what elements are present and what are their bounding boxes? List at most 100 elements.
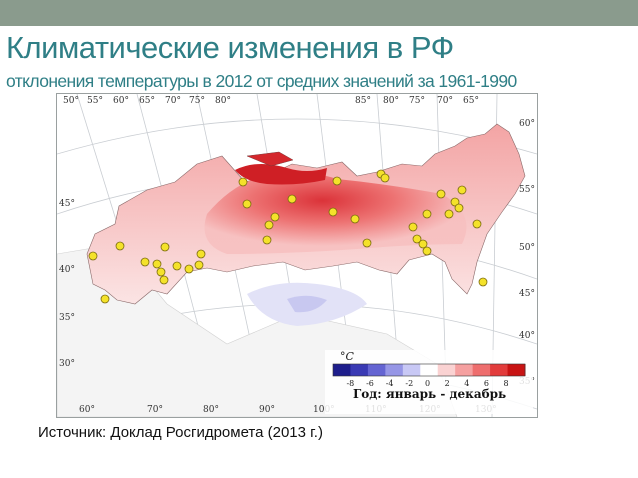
station-marker (100, 294, 110, 304)
station-marker (172, 261, 182, 271)
station-marker (160, 242, 170, 252)
top-longitude-labels: 50° 55° 60° 65° 70° 75° 80° 85° 80° 75° 70° 65° (63, 96, 479, 106)
legend-tick-label: 0 (425, 379, 430, 388)
station-marker (88, 251, 98, 261)
station-marker (140, 257, 150, 267)
right-latitude-label: 50° (519, 243, 535, 253)
station-marker (115, 241, 125, 251)
legend-swatch (490, 364, 509, 376)
station-marker (418, 239, 428, 249)
legend-caption: Год: январь - декабрь (353, 387, 506, 401)
legend-outline (332, 363, 526, 377)
station-marker (332, 176, 342, 186)
station-marker (412, 234, 422, 244)
legend-swatch (507, 364, 526, 376)
top-longitude-label: 70° (437, 96, 453, 106)
top-longitude-label: 60° (113, 96, 129, 106)
legend-swatch (385, 364, 404, 376)
top-longitude-label: 65° (139, 96, 155, 106)
legend-tick-label: -8 (346, 379, 354, 388)
legend-swatch (350, 364, 369, 376)
station-marker (454, 203, 464, 213)
station-marker (380, 173, 390, 183)
station-marker (450, 197, 460, 207)
top-accent-bar (0, 0, 638, 26)
legend-tick-label: 8 (504, 379, 509, 388)
bottom-longitude-label: 90° (259, 405, 275, 415)
left-latitude-label: 40° (59, 265, 75, 275)
bottom-longitude-label: 80° (203, 405, 219, 415)
legend-unit: °C (340, 350, 355, 363)
weather-stations (88, 169, 488, 304)
legend-swatch (455, 364, 474, 376)
left-latitude-labels: 45° 40° 35° 30° (59, 199, 75, 369)
station-marker (262, 235, 272, 245)
cold-anomaly-core (287, 295, 327, 313)
top-longitude-label: 85° (355, 96, 371, 106)
bottom-longitude-label: 60° (79, 405, 95, 415)
station-marker (422, 209, 432, 219)
top-longitude-label: 75° (189, 96, 205, 106)
legend-tick-labels: -8 -6 -4 -2 0 2 4 6 8 (346, 379, 508, 388)
legend-swatch (420, 364, 439, 376)
legend-swatch (333, 364, 351, 376)
legend-tick-label: -2 (405, 379, 413, 388)
slide-subtitle: отклонения температуры в 2012 от средних… (6, 71, 517, 91)
legend-tick-label: 4 (464, 379, 469, 388)
top-longitude-label: 65° (463, 96, 479, 106)
right-latitude-label: 45° (519, 289, 535, 299)
top-longitude-label: 75° (409, 96, 425, 106)
source-note: Источник: Доклад Росгидромета (2013 г.) (38, 424, 323, 441)
station-marker (242, 199, 252, 209)
station-marker (270, 212, 280, 222)
bottom-longitude-label: 70° (147, 405, 163, 415)
legend-tick-label: 6 (484, 379, 489, 388)
right-latitude-label: 40° (519, 331, 535, 341)
station-marker (362, 238, 372, 248)
station-marker (408, 222, 418, 232)
legend-swatch (437, 364, 456, 376)
station-marker (194, 260, 204, 270)
station-marker (152, 259, 162, 269)
novaya-zemlya (246, 151, 294, 167)
top-longitude-label: 80° (383, 96, 399, 106)
legend-color-scale (332, 363, 526, 377)
right-latitude-label: 55° (519, 185, 535, 195)
arctic-coast-hot (235, 163, 327, 185)
legend-tick-label: -4 (386, 379, 394, 388)
legend-tick-label: 2 (445, 379, 450, 388)
station-marker (328, 207, 338, 217)
station-marker (422, 246, 432, 256)
legend-swatch (367, 364, 386, 376)
legend-tick-label: -6 (366, 379, 374, 388)
station-marker (472, 219, 482, 229)
station-marker (444, 209, 454, 219)
color-legend: °C -8 -6 -4 -2 0 2 4 6 8 Год: январь - декабрь (325, 350, 533, 414)
bottom-longitude-label: 100° (313, 405, 335, 415)
station-marker (436, 189, 446, 199)
station-marker (184, 264, 194, 274)
map-svg: 50° 55° 60° 65° 70° 75° 80° 85° 80° 75° 70° 65° 60°… (57, 94, 537, 417)
left-latitude-label: 45° (59, 199, 75, 209)
top-longitude-label: 80° (215, 96, 231, 106)
legend-swatch (402, 364, 421, 376)
legend-swatch (472, 364, 491, 376)
left-latitude-label: 35° (59, 313, 75, 323)
station-marker (159, 275, 169, 285)
top-longitude-label: 50° (63, 96, 79, 106)
slide-title: Климатические изменения в РФ (6, 30, 454, 65)
station-marker (350, 214, 360, 224)
station-marker (196, 249, 206, 259)
station-marker (264, 220, 274, 230)
temperature-anomaly-map: 50° 55° 60° 65° 70° 75° 80° 85° 80° 75° 70° 65° 60°… (56, 93, 538, 418)
top-longitude-label: 70° (165, 96, 181, 106)
right-latitude-labels: 60°55°50°45°40°35° (519, 119, 535, 387)
station-marker (287, 194, 297, 204)
left-latitude-label: 30° (59, 359, 75, 369)
right-latitude-label: 60° (519, 119, 535, 129)
top-longitude-label: 55° (87, 96, 103, 106)
station-marker (457, 185, 467, 195)
station-marker (156, 267, 166, 277)
station-marker (238, 177, 248, 187)
station-marker (478, 277, 488, 287)
